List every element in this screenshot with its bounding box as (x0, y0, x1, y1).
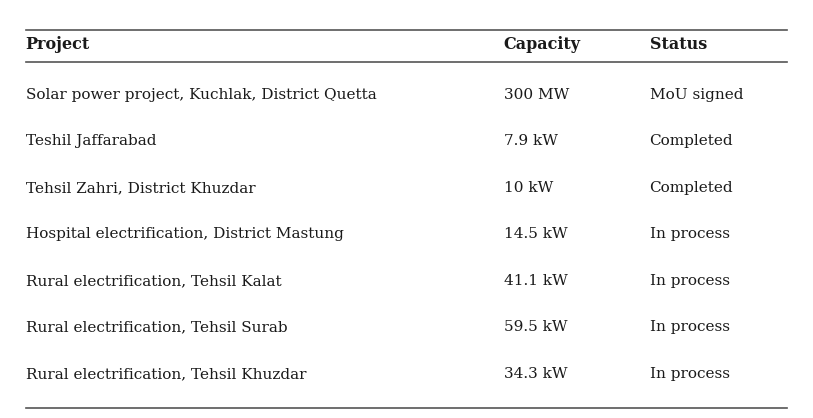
Text: 41.1 kW: 41.1 kW (504, 274, 567, 288)
Text: 10 kW: 10 kW (504, 181, 553, 195)
Text: 34.3 kW: 34.3 kW (504, 367, 567, 381)
Text: Project: Project (26, 36, 90, 54)
Text: Rural electrification, Tehsil Surab: Rural electrification, Tehsil Surab (26, 320, 287, 334)
Text: Rural electrification, Tehsil Khuzdar: Rural electrification, Tehsil Khuzdar (26, 367, 307, 381)
Text: 14.5 kW: 14.5 kW (504, 227, 567, 241)
Text: Status: Status (650, 36, 706, 54)
Text: Capacity: Capacity (504, 36, 580, 54)
Text: In process: In process (650, 367, 729, 381)
Text: Teshil Jaffarabad: Teshil Jaffarabad (26, 134, 156, 148)
Text: 59.5 kW: 59.5 kW (504, 320, 567, 334)
Text: In process: In process (650, 274, 729, 288)
Text: Solar power project, Kuchlak, District Quetta: Solar power project, Kuchlak, District Q… (26, 88, 376, 102)
Text: In process: In process (650, 227, 729, 241)
Text: 300 MW: 300 MW (504, 88, 569, 102)
Text: Tehsil Zahri, District Khuzdar: Tehsil Zahri, District Khuzdar (26, 181, 255, 195)
Text: In process: In process (650, 320, 729, 334)
Text: MoU signed: MoU signed (650, 88, 743, 102)
Text: Rural electrification, Tehsil Kalat: Rural electrification, Tehsil Kalat (26, 274, 281, 288)
Text: 7.9 kW: 7.9 kW (504, 134, 558, 148)
Text: Completed: Completed (650, 181, 733, 195)
Text: Hospital electrification, District Mastung: Hospital electrification, District Mastu… (26, 227, 344, 241)
Text: Completed: Completed (650, 134, 733, 148)
